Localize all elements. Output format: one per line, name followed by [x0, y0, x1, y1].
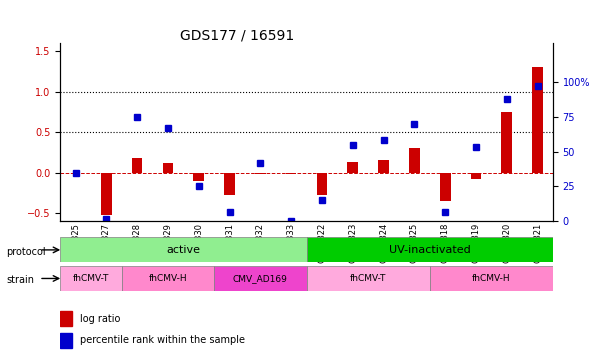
Bar [101, 173, 112, 215]
Bar [409, 148, 419, 173]
Bar [501, 112, 512, 173]
FancyBboxPatch shape [60, 237, 307, 262]
Text: percentile rank within the sample: percentile rank within the sample [80, 336, 245, 346]
FancyBboxPatch shape [214, 266, 307, 291]
Text: GDS177 / 16591: GDS177 / 16591 [180, 29, 294, 42]
FancyBboxPatch shape [60, 266, 121, 291]
Text: fhCMV-T: fhCMV-T [350, 274, 386, 283]
Bar [532, 67, 543, 173]
Text: CMV_AD169: CMV_AD169 [233, 274, 288, 283]
Bar [347, 162, 358, 173]
Bar [471, 173, 481, 179]
Bar [378, 161, 389, 173]
Text: fhCMV-H: fhCMV-H [148, 274, 188, 283]
FancyBboxPatch shape [307, 237, 553, 262]
Text: active: active [166, 245, 200, 255]
Text: UV-inactivated: UV-inactivated [389, 245, 471, 255]
Bar [60, 333, 73, 348]
Text: strain: strain [6, 275, 34, 285]
Text: fhCMV-H: fhCMV-H [472, 274, 511, 283]
Bar [440, 173, 451, 201]
Text: protocol: protocol [6, 247, 46, 257]
Text: fhCMV-T: fhCMV-T [73, 274, 109, 283]
FancyBboxPatch shape [121, 266, 214, 291]
Bar [317, 173, 328, 195]
Bar [224, 173, 235, 195]
Bar [162, 163, 173, 173]
Bar [255, 173, 266, 174]
Bar [60, 311, 73, 326]
Text: log ratio: log ratio [80, 314, 120, 324]
Bar [285, 173, 296, 174]
Bar [194, 173, 204, 181]
FancyBboxPatch shape [430, 266, 553, 291]
FancyBboxPatch shape [307, 266, 430, 291]
Bar [132, 158, 142, 173]
